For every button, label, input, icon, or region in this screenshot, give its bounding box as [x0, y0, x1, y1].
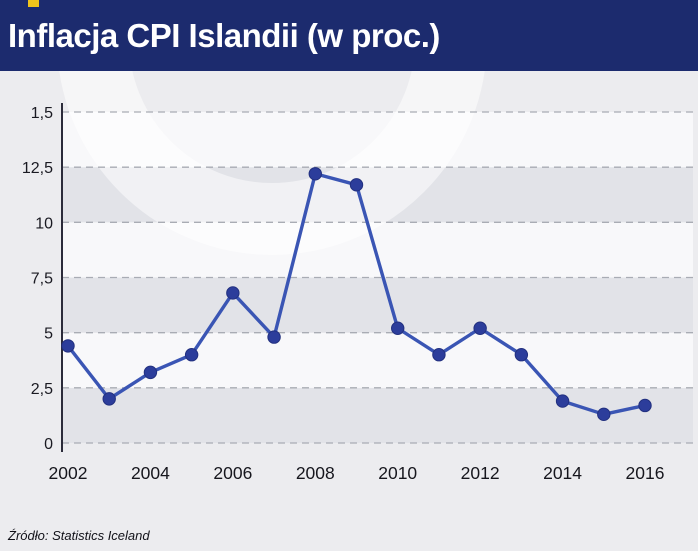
y-tick-label: 0	[44, 436, 53, 453]
x-tick-label: 2004	[131, 463, 170, 483]
data-point	[267, 330, 281, 344]
data-point	[597, 407, 611, 422]
plot-band	[62, 222, 693, 278]
y-tick-label: 2,5	[31, 381, 53, 398]
yellow-corner-accent	[28, 0, 39, 7]
source-note: Źródło: Statistics Iceland	[8, 528, 150, 543]
data-point	[514, 348, 529, 362]
data-point	[349, 178, 364, 192]
data-point	[473, 321, 487, 335]
data-point	[391, 321, 405, 335]
data-point	[184, 348, 199, 362]
y-tick-label: 12,5	[22, 160, 53, 177]
x-tick-label: 2006	[213, 463, 252, 483]
x-tick-label: 2014	[543, 463, 582, 483]
y-tick-label: 10	[35, 215, 53, 232]
y-tick-label: 5	[44, 326, 53, 343]
plot-band	[62, 277, 693, 333]
data-point	[226, 286, 240, 300]
data-point	[102, 392, 116, 406]
data-point	[432, 348, 446, 362]
x-tick-label: 2016	[626, 463, 665, 483]
y-tick-label: 1,5	[31, 105, 53, 122]
data-point	[638, 398, 652, 413]
data-point	[308, 167, 322, 181]
data-point	[61, 339, 75, 353]
x-tick-label: 2008	[296, 463, 335, 483]
y-tick-label: 7,5	[31, 271, 53, 288]
plot-band	[62, 332, 693, 388]
chart-header: Inflacja CPI Islandii (w proc.)	[0, 0, 698, 71]
data-point	[555, 394, 570, 408]
x-tick-label: 2010	[378, 463, 417, 483]
data-point	[143, 365, 158, 380]
plot-band	[62, 387, 693, 443]
x-tick-label: 2012	[461, 463, 500, 483]
page-title: Inflacja CPI Islandii (w proc.)	[8, 16, 440, 54]
x-tick-label: 2002	[49, 463, 88, 483]
